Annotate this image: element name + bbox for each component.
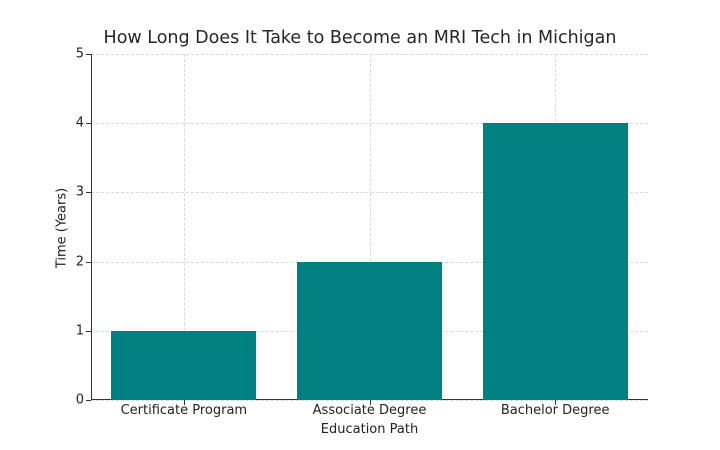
y-tick-mark [86, 330, 91, 332]
y-tick-mark [86, 192, 91, 194]
y-tick-mark [86, 261, 91, 263]
x-axis-label: Education Path [320, 422, 419, 437]
y-tick-label: 0 [75, 392, 84, 408]
y-tick-label: 1 [75, 323, 84, 339]
y-tick-mark [86, 54, 91, 55]
grid-line-horizontal [91, 54, 648, 55]
grid-line-horizontal [91, 123, 648, 125]
y-tick-label: 5 [75, 46, 84, 62]
y-tick-label: 2 [75, 254, 84, 270]
x-tick-mark [183, 400, 185, 405]
y-tick-mark [86, 123, 91, 125]
x-tick-label: Certificate Program [120, 403, 248, 418]
grid-line-horizontal [91, 192, 648, 194]
y-axis-line [91, 54, 92, 400]
y-tick-label: 4 [75, 115, 84, 131]
y-tick-label: 3 [75, 184, 84, 200]
bar-certificate-program [111, 330, 257, 400]
x-tick-label: Associate Degree [312, 403, 427, 418]
grid-line-vertical [183, 54, 185, 400]
y-axis-label: Time (Years) [54, 187, 70, 269]
y-tick-mark [86, 400, 91, 401]
chart-title: How Long Does It Take to Become an MRI T… [103, 28, 617, 48]
plot-area [86, 54, 648, 405]
bar-associate-degree [297, 261, 442, 400]
x-tick-label: Bachelor Degree [500, 403, 610, 418]
grid-line-vertical [369, 54, 371, 400]
x-tick-mark [369, 400, 371, 405]
bar-bachelor-degree [482, 123, 628, 400]
x-tick-mark [555, 400, 557, 405]
